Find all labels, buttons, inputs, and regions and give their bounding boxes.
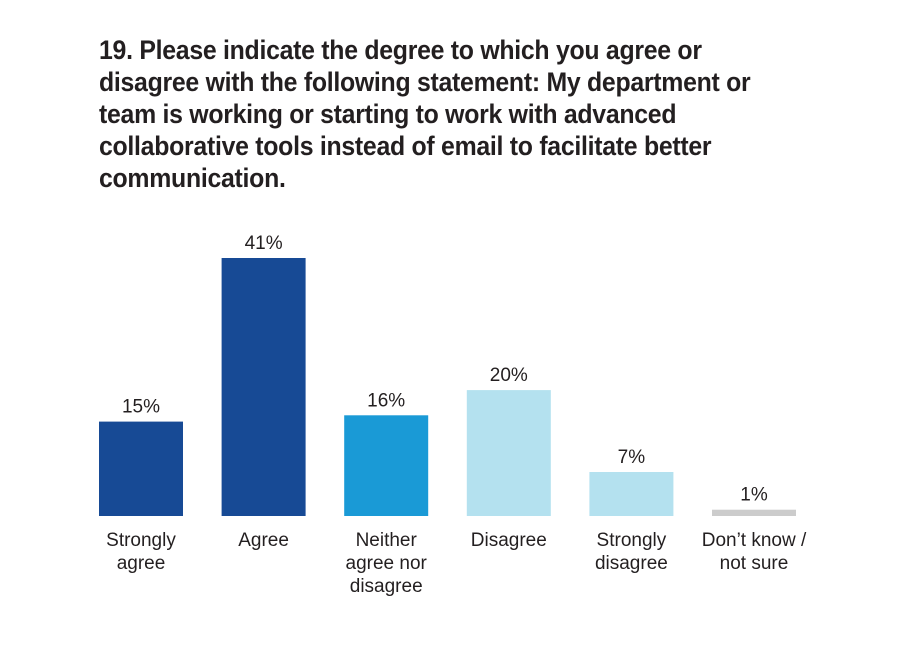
value-label-2: 41% (245, 233, 283, 254)
category-label-line: Strongly (106, 530, 176, 551)
category-label-5: Strongly disagree (595, 530, 668, 574)
chart-title: 19. Please indicate the degree to which … (99, 35, 751, 193)
bar-5 (589, 472, 674, 516)
bar-4 (466, 390, 551, 516)
category-label-line: Strongly (597, 530, 667, 551)
bars-group (99, 258, 796, 516)
value-label-6: 1% (740, 485, 768, 506)
category-label-line: Don’t know / (702, 530, 807, 551)
category-label-line: disagree (350, 576, 423, 597)
category-label-4: Disagree (471, 530, 547, 551)
value-label-3: 16% (367, 390, 405, 411)
bar-6 (712, 509, 796, 516)
bar-1 (99, 421, 183, 516)
category-label-line: Neither (356, 530, 418, 551)
bar-3 (344, 415, 429, 516)
category-label-1: Strongly agree (106, 530, 176, 574)
value-labels-group: 15% 41% 16% 20% 7% 1% (122, 233, 768, 506)
category-label-2: Agree (238, 530, 289, 551)
category-label-line: agree nor (346, 553, 428, 574)
bar-2 (221, 258, 306, 516)
category-label-line: not sure (720, 553, 789, 574)
category-label-6: Don’t know / not sure (702, 530, 807, 574)
category-label-line: Disagree (471, 530, 547, 551)
category-label-3: Neither agree nor disagree (346, 530, 428, 597)
value-label-5: 7% (618, 447, 646, 468)
value-label-1: 15% (122, 397, 160, 418)
value-label-4: 20% (490, 365, 528, 386)
category-label-line: agree (117, 553, 166, 574)
category-label-line: Agree (238, 530, 289, 551)
category-label-line: disagree (595, 553, 668, 574)
